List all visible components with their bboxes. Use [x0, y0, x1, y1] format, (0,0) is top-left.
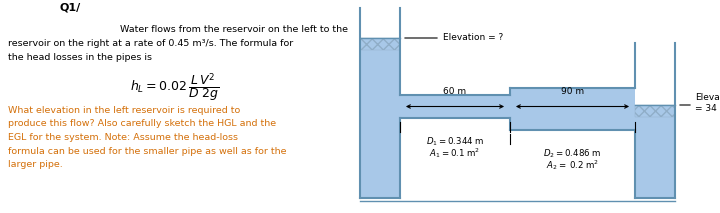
Text: Elevation = ?: Elevation = ? [443, 33, 503, 42]
Text: 90 m: 90 m [561, 88, 584, 96]
Text: Q1/: Q1/ [60, 3, 81, 13]
Text: $D_1 = 0.344$ m: $D_1 = 0.344$ m [426, 135, 485, 147]
Text: Elevation
= 34 m: Elevation = 34 m [695, 93, 720, 113]
Bar [400, 95, 510, 118]
Text: 60 m: 60 m [444, 88, 467, 96]
Text: EGL for the system. Note: Assume the head-loss: EGL for the system. Note: Assume the hea… [8, 133, 238, 142]
Text: reservoir on the right at a rate of 0.45 m³/s. The formula for: reservoir on the right at a rate of 0.45… [8, 39, 293, 48]
Bar [360, 38, 400, 50]
Text: What elevation in the left reservoir is required to: What elevation in the left reservoir is … [8, 106, 240, 115]
Text: larger pipe.: larger pipe. [8, 160, 63, 169]
Bar [635, 105, 675, 117]
Text: Water flows from the reservoir on the left to the: Water flows from the reservoir on the le… [120, 25, 348, 34]
Text: $A_1 = 0.1$ m$^2$: $A_1 = 0.1$ m$^2$ [429, 146, 481, 160]
Text: $h_L = 0.02\,\dfrac{L\,V^2}{D\;2g}$: $h_L = 0.02\,\dfrac{L\,V^2}{D\;2g}$ [130, 71, 220, 104]
Text: $A_2 =\;0.2$ m$^2$: $A_2 =\;0.2$ m$^2$ [546, 158, 599, 172]
Text: formula can be used for the smaller pipe as well as for the: formula can be used for the smaller pipe… [8, 147, 287, 155]
Bar [635, 105, 675, 198]
Text: $D_2 = 0.486$ m: $D_2 = 0.486$ m [544, 147, 602, 160]
Text: the head losses in the pipes is: the head losses in the pipes is [8, 53, 152, 62]
Bar [360, 38, 400, 198]
Text: produce this flow? Also carefully sketch the HGL and the: produce this flow? Also carefully sketch… [8, 119, 276, 128]
Bar [510, 88, 635, 130]
